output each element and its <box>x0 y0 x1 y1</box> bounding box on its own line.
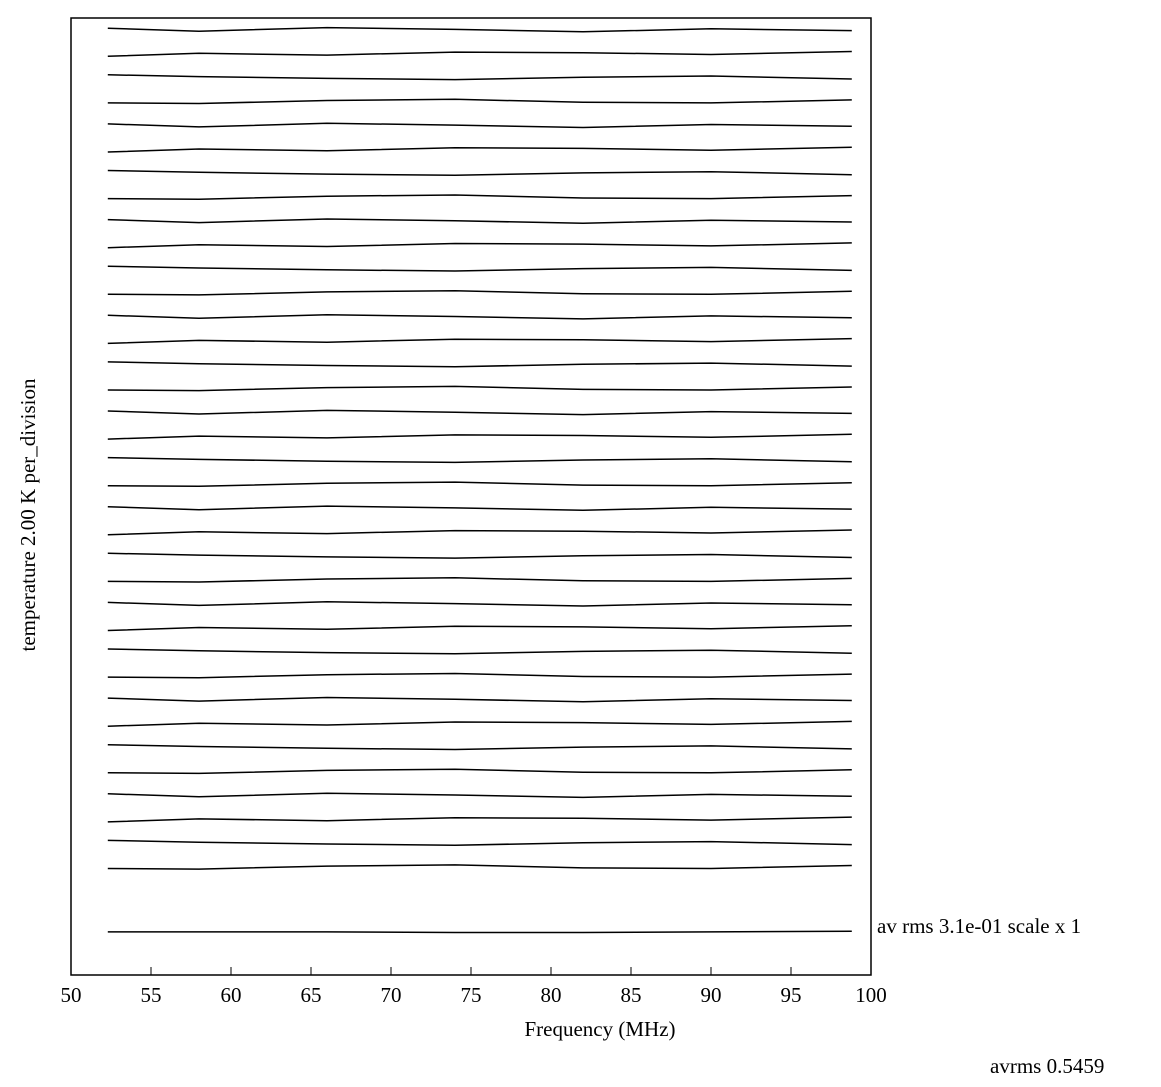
trace <box>107 743 852 751</box>
trace <box>107 98 852 105</box>
x-tick-label: 85 <box>621 983 642 1007</box>
annotation: av rms 3.1e-01 scale x 1 <box>877 914 1081 938</box>
x-tick-label: 65 <box>301 983 322 1007</box>
trace <box>107 696 852 703</box>
trace <box>107 385 852 392</box>
trace <box>107 529 852 536</box>
trace <box>107 864 852 870</box>
y-axis-label: temperature 2.00 K per_division <box>16 378 40 651</box>
trace <box>107 146 852 153</box>
trace <box>107 26 852 33</box>
trace <box>107 194 852 200</box>
trace <box>107 218 852 224</box>
trace <box>107 672 852 679</box>
trace <box>107 768 852 775</box>
trace <box>107 433 852 440</box>
trace <box>107 792 852 799</box>
trace <box>107 456 852 464</box>
trace <box>107 337 852 345</box>
trace <box>107 839 852 846</box>
x-tick-label: 100 <box>855 983 887 1007</box>
trace <box>107 624 852 632</box>
x-axis-label: Frequency (MHz) <box>524 1017 675 1041</box>
trace <box>107 601 852 607</box>
trace <box>107 816 852 823</box>
trace <box>107 169 852 177</box>
trace <box>107 289 852 296</box>
annotation: avrms 0.5459 <box>990 1054 1104 1078</box>
x-tick-label: 80 <box>541 983 562 1007</box>
trace <box>107 505 852 512</box>
trace <box>107 313 852 320</box>
trace <box>107 481 852 488</box>
trace <box>107 122 852 129</box>
x-tick-label: 95 <box>781 983 802 1007</box>
trace <box>107 720 852 727</box>
x-tick-label: 70 <box>381 983 402 1007</box>
trace <box>107 577 852 583</box>
trace <box>107 552 852 559</box>
x-tick-label: 75 <box>461 983 482 1007</box>
trace <box>107 361 852 368</box>
trace <box>107 265 852 272</box>
trace <box>107 409 852 416</box>
x-tick-label: 50 <box>61 983 82 1007</box>
trace <box>107 648 852 655</box>
trace <box>107 930 852 934</box>
trace <box>107 50 852 58</box>
x-tick-label: 55 <box>141 983 162 1007</box>
plot-frame <box>70 17 872 976</box>
trace <box>107 242 852 249</box>
x-tick-label: 90 <box>701 983 722 1007</box>
x-tick-label: 60 <box>221 983 242 1007</box>
trace <box>107 74 852 81</box>
